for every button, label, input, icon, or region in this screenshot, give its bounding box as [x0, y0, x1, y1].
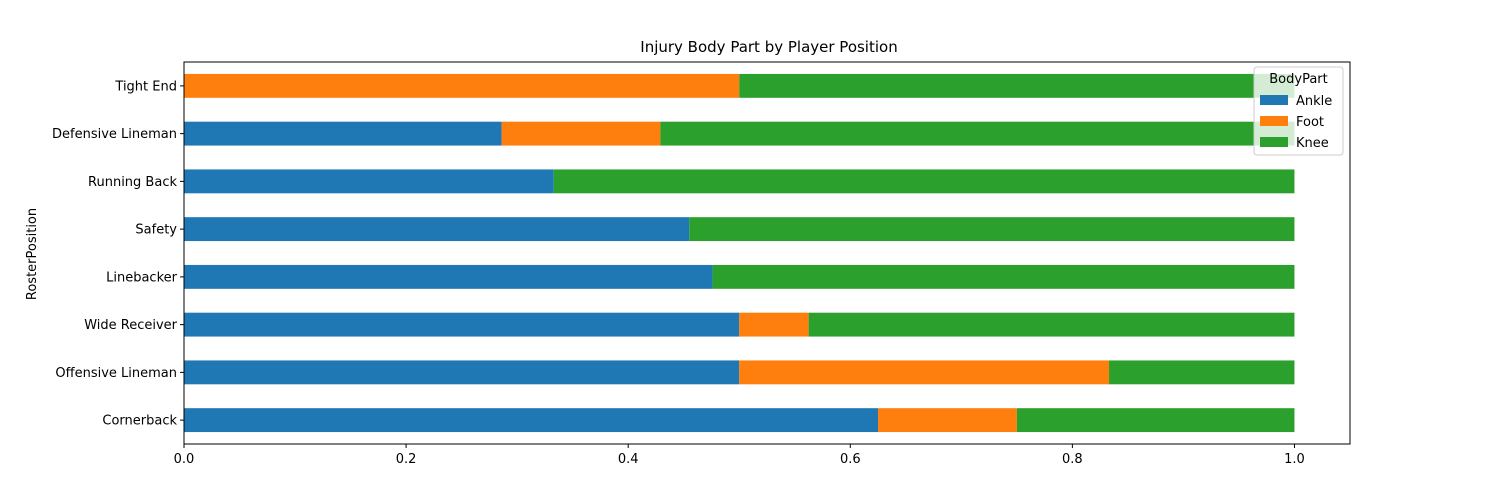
legend-title: BodyPart [1269, 72, 1327, 87]
bar-ankle-cornerback [184, 408, 879, 433]
bar-knee-offensive-lineman [1109, 360, 1295, 385]
bar-knee-running-back [553, 169, 1295, 194]
bar-foot-cornerback [878, 408, 1017, 433]
bar-knee-safety [689, 217, 1295, 242]
legend-label-foot: Foot [1296, 115, 1324, 130]
bar-ankle-wide-receiver [184, 312, 740, 337]
plot-frame [183, 61, 1351, 445]
bar-foot-tight-end [184, 73, 740, 98]
x-tick-label: 0.8 [1062, 452, 1083, 467]
legend-swatch-foot [1260, 116, 1288, 126]
y-tick-label: Safety [135, 223, 177, 238]
x-tick-label: 0.2 [396, 452, 417, 467]
bar-knee-wide-receiver [808, 312, 1295, 337]
y-tick-label: Offensive Lineman [55, 366, 177, 381]
bar-ankle-running-back [184, 169, 554, 194]
x-tick-label: 0.4 [618, 452, 639, 467]
bar-ankle-offensive-lineman [184, 360, 740, 385]
y-tick-label: Tight End [114, 79, 177, 94]
x-tick-label: 0.6 [840, 452, 861, 467]
x-tick-label: 0.0 [174, 452, 195, 467]
y-axis-ticks: Cornerback Offensive Lineman Wide Receiver… [52, 79, 184, 429]
bar-knee-cornerback [1016, 408, 1295, 433]
y-tick-label: Wide Receiver [84, 318, 177, 333]
chart-title: Injury Body Part by Player Position [640, 38, 897, 56]
y-tick-label: Cornerback [102, 414, 177, 429]
legend-swatch-ankle [1260, 95, 1288, 105]
bar-foot-wide-receiver [739, 312, 809, 337]
bar-knee-defensive-lineman [660, 121, 1295, 146]
legend-label-knee: Knee [1296, 136, 1329, 151]
bar-foot-defensive-lineman [501, 121, 661, 146]
legend-swatch-knee [1260, 137, 1288, 147]
legend: BodyPart Ankle Foot Knee [1253, 66, 1344, 156]
bar-knee-tight-end [739, 73, 1295, 98]
y-tick-label: Linebacker [106, 270, 178, 285]
x-tick-label: 1.0 [1284, 452, 1305, 467]
bar-knee-linebacker [712, 264, 1295, 289]
bars-group [184, 73, 1295, 433]
bar-ankle-safety [184, 217, 690, 242]
x-axis-ticks: 0.0 0.2 0.4 0.6 0.8 1.0 [174, 444, 1305, 467]
bar-ankle-linebacker [184, 264, 713, 289]
bar-ankle-defensive-lineman [184, 121, 502, 146]
y-tick-label: Running Back [88, 175, 177, 190]
bar-foot-offensive-lineman [739, 360, 1110, 385]
legend-label-ankle: Ankle [1296, 94, 1332, 109]
legend-box [1253, 66, 1344, 156]
y-axis-label: RosterPosition [25, 208, 40, 300]
y-tick-label: Defensive Lineman [52, 127, 177, 142]
